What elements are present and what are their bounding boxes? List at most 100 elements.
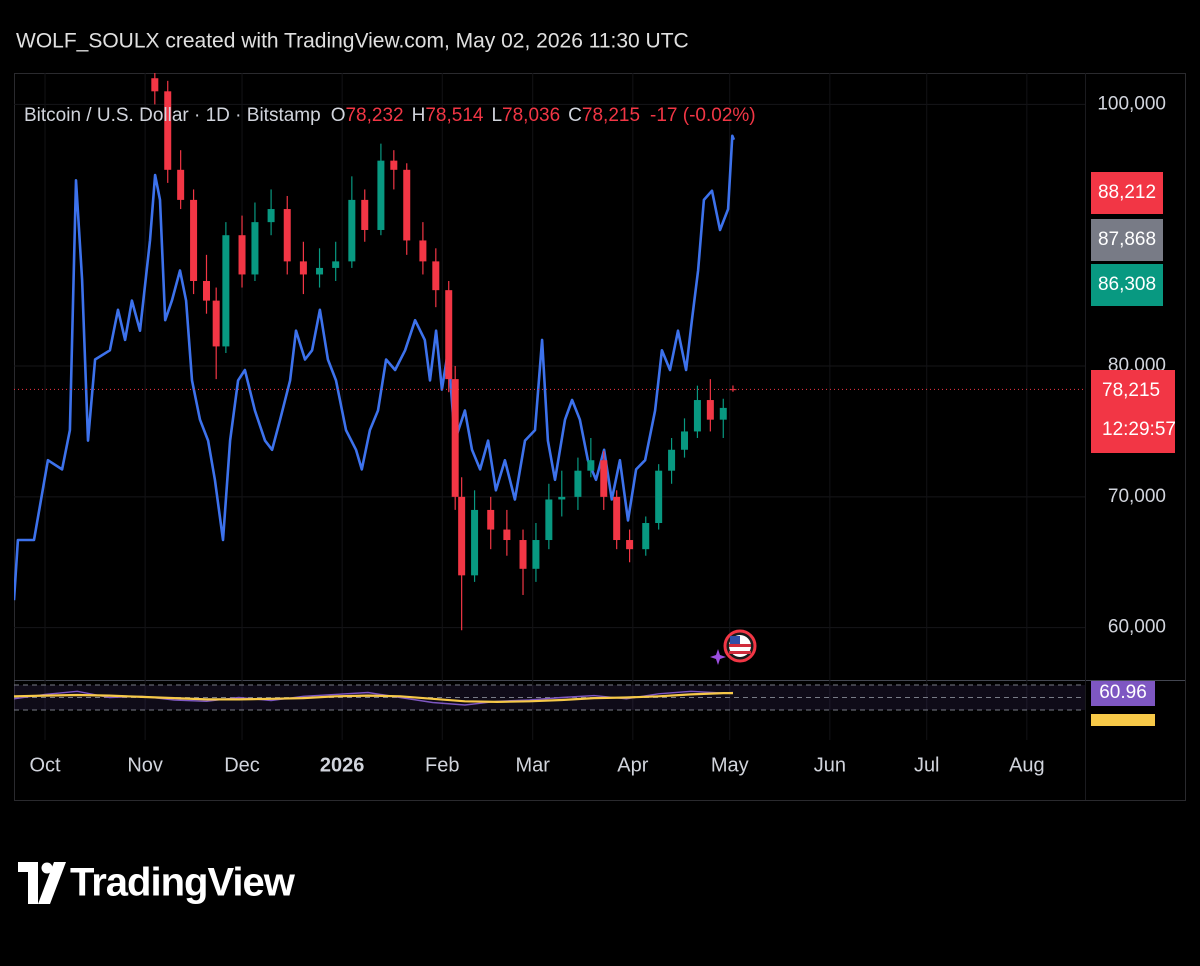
indicator-label: 60.96 [1099,682,1147,703]
y-tick-label: 70,000 [1108,486,1166,507]
logo-mark [38,862,66,904]
ohlc-value: 78,514 [425,105,484,126]
candle-body [503,529,511,541]
indicator-line [14,692,733,704]
candle-body [545,499,553,541]
x-tick-label: Oct [29,754,61,776]
change: -17 (-0.02%) [650,105,756,126]
candle-body [487,509,495,530]
candle-body [316,267,324,275]
candle-body [222,235,230,347]
candle-body [238,235,246,275]
x-tick-label: Nov [127,754,163,776]
chart-frame [14,73,1186,801]
candle-body [655,470,663,524]
candle-body [299,261,307,275]
ohlc: O78,232 H78,514 L78,036 C78,215 [331,105,640,126]
x-tick-label: Mar [515,754,550,776]
x-tick-label: Aug [1009,754,1045,776]
icon-canton [730,636,740,644]
candle-body [668,449,676,471]
x-tick-label: Feb [425,754,459,776]
x-tick-label: 2026 [320,754,365,776]
icon-stripe [729,644,751,647]
candle-body [348,199,356,262]
candle-body [445,290,453,380]
price-label-box [1091,264,1163,306]
candle-body [202,281,210,301]
candle-body [190,199,198,282]
price-pane [14,73,1085,631]
indicator-label-box [1091,681,1155,706]
logo [18,862,66,904]
ohlc-value: 78,232 [345,105,403,126]
ohlc-key: H [412,105,426,126]
candle-body [390,160,398,170]
candle-body [458,496,466,576]
candle-body [361,199,369,230]
candle-body [451,379,459,497]
candle-body [693,400,701,432]
icon-star [710,649,726,665]
candle-body [681,431,689,450]
candle-body [151,78,159,92]
header: WOLF_SOULX created with TradingView.com,… [16,30,689,53]
logo-mark [41,862,53,874]
candle-body [558,496,566,500]
price-label-box [1091,172,1163,214]
indicator-pane [14,684,1085,711]
x-tick-label: Jun [814,754,846,776]
y-tick-label: 60,000 [1108,617,1166,638]
candle-body [212,300,220,347]
x-tick-label: Apr [617,754,648,776]
overlay-line [14,134,736,601]
indicator-label-box [1091,714,1155,726]
ohlc-value: 78,215 [582,105,640,126]
y-tick-label: 100,000 [1097,93,1166,114]
candle-body [600,460,608,497]
candle-body [251,222,259,275]
ohlc-key: O [331,105,346,126]
candle-body [587,460,595,471]
candle-body [283,209,291,262]
candle-body [729,389,737,391]
ohlc-value: 78,036 [502,105,560,126]
candle-body [613,496,621,541]
x-tick-label: Jul [914,754,940,776]
legend: Bitcoin / U.S. Dollar · 1D · Bitstamp O78… [24,105,756,126]
candle-body [626,540,634,550]
last-price-label: 78,215 [1102,380,1160,401]
footer-logo-text: TradingView [70,861,296,905]
candle-body [642,523,650,550]
candle-body [164,91,172,170]
candle-body [403,169,411,241]
symbol: Bitcoin / U.S. Dollar · 1D · Bitstamp [24,105,321,126]
candle-body [719,407,727,420]
price-label: 86,308 [1098,274,1156,295]
candle-body [177,169,185,200]
x-tick-label: Dec [224,754,260,776]
candle-body [332,261,340,268]
candle-body [574,470,582,497]
price-label: 88,212 [1098,182,1156,203]
ohlc-key: L [491,105,502,126]
grid [14,73,1085,740]
candle-body [267,209,275,223]
ohlc-key: C [568,105,582,126]
price-label: 87,868 [1098,229,1156,250]
candle-body [532,540,540,569]
price-label-box [1091,219,1163,261]
candle-body [471,509,479,576]
icon-stripe [729,651,751,654]
event-icon[interactable] [710,629,757,665]
last-price-box [1091,370,1175,453]
candle-body [432,261,440,291]
candle-body [377,160,385,230]
candle-body [519,540,527,569]
candle-body [419,240,427,262]
